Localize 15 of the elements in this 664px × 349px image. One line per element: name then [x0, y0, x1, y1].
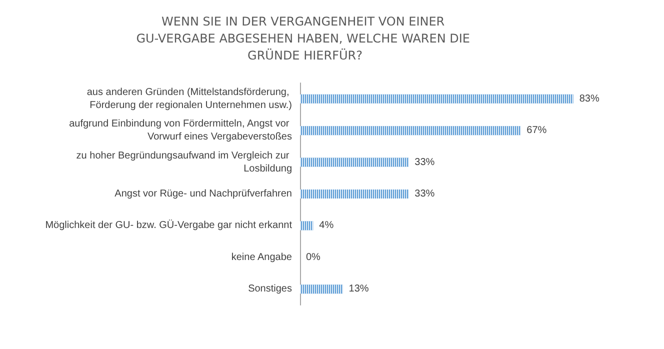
data-label: 33% — [414, 156, 435, 168]
y-tick-label: aus anderen Gründen (Mittelstandsförderung, Förderung der regionalen Unternehmen usw.) — [86, 86, 292, 111]
data-label: 0% — [306, 252, 321, 263]
data-label: 83% — [579, 93, 600, 104]
y-tick-label: Sonstiges — [248, 284, 292, 295]
chart-title: WENN SIE IN DER VERGANGENHEIT VON EINER GU-VERGABE ABGESEHEN HABEN, WELCHE WAREN DIE GRÜNDE HIERFÜR? — [136, 14, 474, 62]
data-label: 13% — [348, 284, 369, 295]
y-tick-label: keine Angabe — [231, 252, 292, 263]
y-tick-label: aufgrund Einbindung von Fördermitteln, Angst vor Vorwurf eines Vergabeverstoßes — [69, 118, 292, 143]
data-label: 67% — [526, 125, 547, 136]
data-label: 33% — [414, 188, 435, 200]
y-tick-label: Möglichkeit der GU- bzw. GÜ-Vergabe gar nicht erkannt — [45, 219, 292, 232]
data-label: 4% — [319, 220, 334, 232]
y-tick-label: zu hoher Begründungsaufwand im Vergleich zur Losbildung — [76, 150, 292, 174]
y-tick-label: Angst vor Rüge- und Nachprüfverfahren — [114, 188, 292, 200]
